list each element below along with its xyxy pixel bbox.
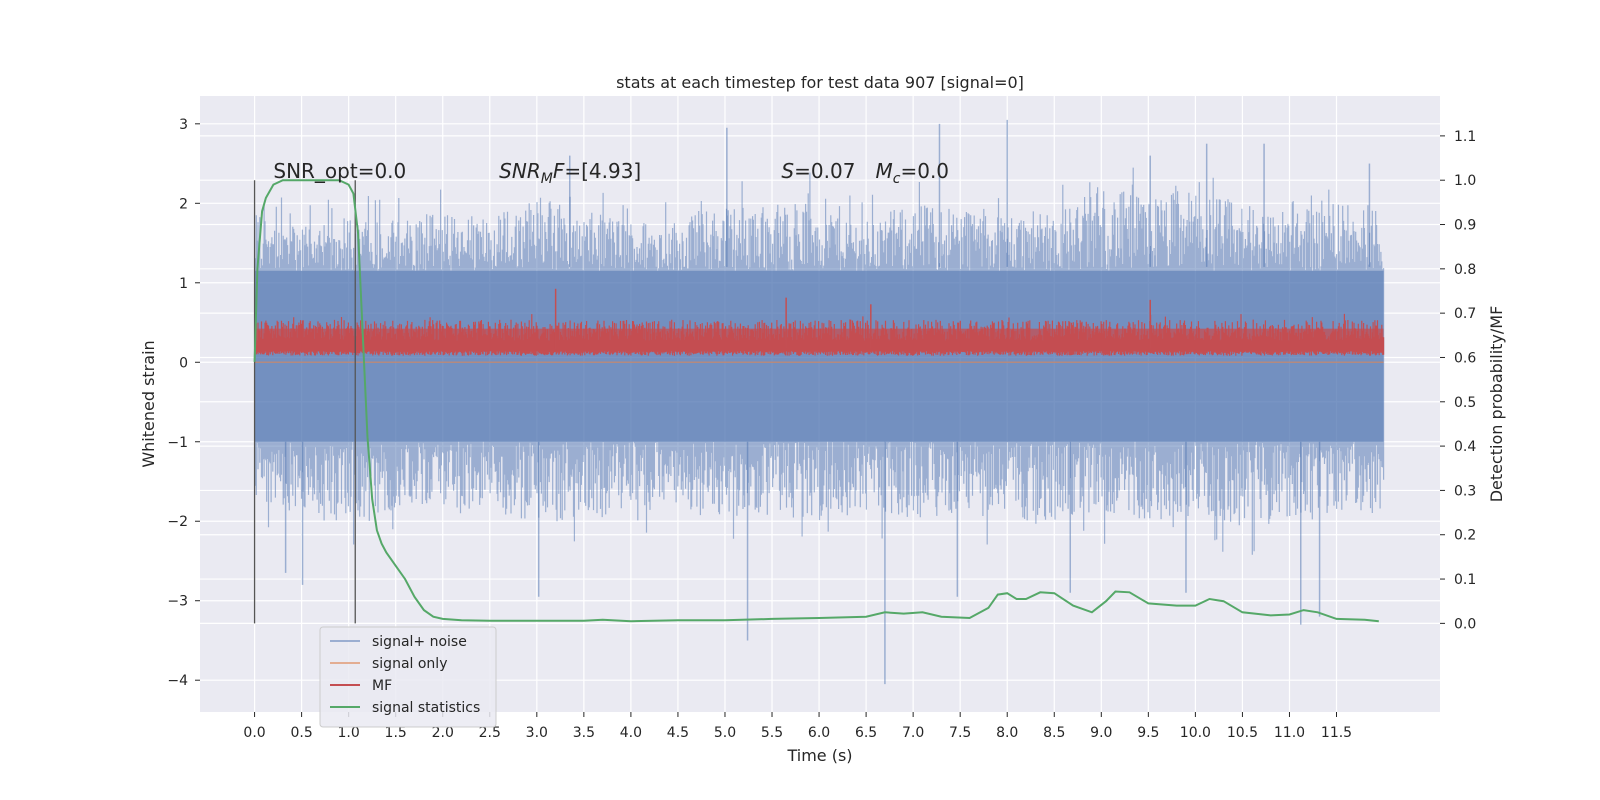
y-tick-label: −4 xyxy=(167,673,188,689)
y-tick-label: 1 xyxy=(179,276,188,292)
y-tick-label: 3 xyxy=(179,117,188,133)
x-tick-label: 11.0 xyxy=(1274,725,1305,741)
y-tick-label: 0 xyxy=(179,355,188,371)
x-tick-label: 5.5 xyxy=(761,725,783,741)
annotations: SNR_opt=0.0 SNRMF=[4.93] S=0.07 Mc=0.0 xyxy=(273,159,949,187)
right-y-tick-label: 0.6 xyxy=(1454,350,1476,366)
right-y-axis-label: Detection probability/MF xyxy=(1487,306,1506,503)
x-tick-labels: 0.0 0.5 1.0 1.5 2.0 2.5 3.0 3.5 4.0 4.5 5.0 5.5 6.0 6… xyxy=(243,712,1352,741)
annotation: SNRMF=[4.93] xyxy=(499,159,641,187)
y-tick-label: −3 xyxy=(167,594,188,610)
right-y-tick-label: 0.3 xyxy=(1454,483,1476,499)
signal-noise-band xyxy=(254,270,1384,442)
vertical-markers xyxy=(253,180,356,624)
right-y-tick-label: 0.8 xyxy=(1454,262,1476,278)
right-y-tick-label: 0.4 xyxy=(1454,439,1476,455)
x-tick-label: 0.5 xyxy=(290,725,312,741)
legend: signal+ noise signal only MF signal stat… xyxy=(319,626,497,728)
x-tick-label: 6.0 xyxy=(808,725,830,741)
legend-label-signal-noise: signal+ noise xyxy=(372,634,467,650)
y-axis-label: Whitened strain xyxy=(139,340,158,467)
x-axis-label: Time (s) xyxy=(786,746,852,765)
x-tick-label: 3.0 xyxy=(526,725,548,741)
signal-statistics-series xyxy=(253,179,1379,623)
annotation: Mc=0.0 xyxy=(876,159,950,187)
x-tick-label: 4.5 xyxy=(667,725,689,741)
x-tick-label: 10.0 xyxy=(1180,725,1211,741)
signal-statistics-line xyxy=(253,179,1379,623)
y-tick-label: −2 xyxy=(167,514,188,530)
right-y-tick-label: 0.5 xyxy=(1454,395,1476,411)
x-tick-label: 11.5 xyxy=(1321,725,1352,741)
x-tick-label: 9.0 xyxy=(1090,725,1112,741)
chart-title: stats at each timestep for test data 907… xyxy=(616,73,1024,92)
x-tick-label: 2.0 xyxy=(432,725,454,741)
right-y-tick-label: 0.9 xyxy=(1454,218,1476,234)
x-tick-label: 7.0 xyxy=(902,725,924,741)
x-tick-label: 3.5 xyxy=(573,725,595,741)
right-y-tick-label: 0.2 xyxy=(1454,528,1476,544)
x-tick-label: 5.0 xyxy=(714,725,736,741)
y-tick-labels: −4 −3 −2 −1 0 1 2 3 xyxy=(167,117,200,689)
mf-band xyxy=(254,328,1384,351)
x-tick-label: 4.0 xyxy=(620,725,642,741)
mf-series xyxy=(254,288,1385,356)
right-y-tick-label: 0.7 xyxy=(1454,306,1476,322)
x-tick-label: 10.5 xyxy=(1227,725,1258,741)
x-tick-label: 7.5 xyxy=(949,725,971,741)
legend-label-signal-only: signal only xyxy=(372,656,447,672)
x-tick-label: 0.0 xyxy=(243,725,265,741)
x-tick-label: 8.5 xyxy=(1043,725,1065,741)
right-y-tick-label: 1.1 xyxy=(1454,129,1476,145)
x-tick-label: 6.5 xyxy=(855,725,877,741)
x-tick-label: 9.5 xyxy=(1137,725,1159,741)
x-tick-label: 1.5 xyxy=(385,725,407,741)
right-y-tick-label: 0.0 xyxy=(1454,616,1476,632)
right-y-tick-label: 0.1 xyxy=(1454,572,1476,588)
x-tick-label: 8.0 xyxy=(996,725,1018,741)
signal-noise-series xyxy=(254,119,1385,685)
x-tick-label: 1.0 xyxy=(338,725,360,741)
legend-label-signal-statistics: signal statistics xyxy=(372,700,480,716)
annotation: SNR_opt=0.0 xyxy=(273,159,406,183)
y-tick-label: 2 xyxy=(179,196,188,212)
annotation: S=0.07 xyxy=(781,159,855,183)
right-y-tick-label: 1.0 xyxy=(1454,173,1476,189)
legend-box xyxy=(319,626,497,728)
right-y-tick-labels: 0.0 0.1 0.2 0.3 0.4 0.5 0.6 0.7 0.8 0.9 1.0 1.1 xyxy=(1440,129,1476,632)
y-tick-label: −1 xyxy=(167,435,188,451)
x-tick-label: 2.5 xyxy=(479,725,501,741)
legend-label-mf: MF xyxy=(372,678,392,694)
